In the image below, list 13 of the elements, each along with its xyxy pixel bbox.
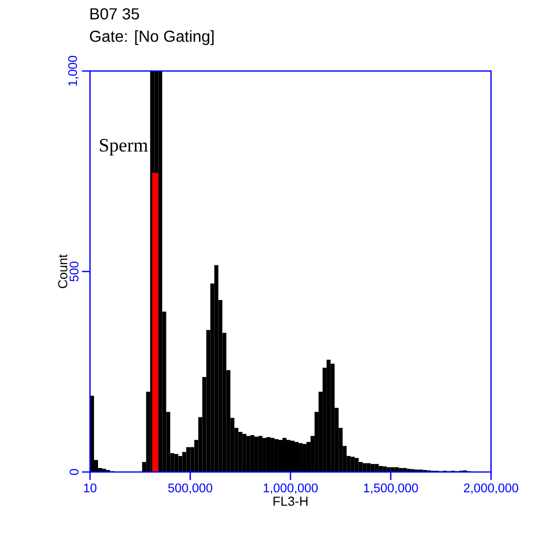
y-tick-label: 0 [70,469,78,475]
x-tick-label: 10 [84,484,96,492]
annotation: Sperm [100,138,148,156]
x-tick-label: 1,500,000 [364,484,418,494]
chart-subtitle: Gate: [No Gating] [90,30,214,46]
y-tick-label: 500 [70,262,78,282]
chart-title: B07 35 [90,8,140,20]
x-axis-title: FL3-H [274,496,308,506]
y-axis-title: Count [58,254,68,288]
y-tick-label: 1,000 [68,56,78,86]
x-tick-label: 500,000 [168,484,212,494]
x-tick-label: 2,000,000 [464,484,518,494]
x-tick-label: 1,000,000 [264,484,318,494]
